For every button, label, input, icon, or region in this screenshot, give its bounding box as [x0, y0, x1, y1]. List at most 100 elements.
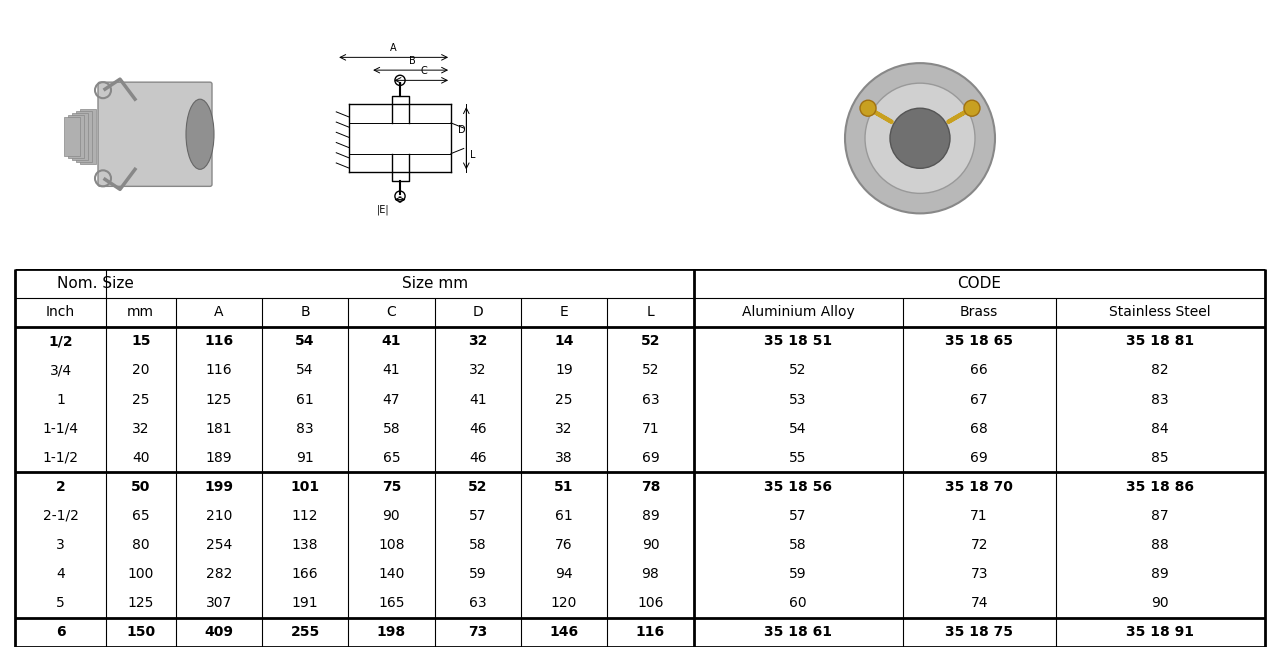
- Text: 61: 61: [556, 509, 573, 523]
- FancyArrowPatch shape: [948, 109, 969, 122]
- Text: Aluminium Alloy: Aluminium Alloy: [741, 305, 855, 319]
- Text: C: C: [387, 305, 397, 319]
- Text: 46: 46: [468, 422, 486, 435]
- Text: 73: 73: [468, 626, 488, 639]
- Text: 58: 58: [383, 422, 401, 435]
- Text: 282: 282: [206, 567, 232, 581]
- Text: 91: 91: [296, 451, 314, 465]
- Text: 53: 53: [790, 393, 806, 406]
- Text: 52: 52: [468, 480, 488, 494]
- Bar: [72, 113, 88, 160]
- Text: 254: 254: [206, 538, 232, 552]
- Text: 59: 59: [790, 567, 806, 581]
- Text: 189: 189: [205, 451, 232, 465]
- Text: 76: 76: [556, 538, 573, 552]
- Text: 199: 199: [205, 480, 233, 494]
- Text: 71: 71: [970, 509, 988, 523]
- Text: 90: 90: [1152, 597, 1169, 610]
- FancyBboxPatch shape: [99, 82, 212, 186]
- Text: 74: 74: [970, 597, 988, 610]
- Text: 101: 101: [291, 480, 320, 494]
- Text: 1-1/4: 1-1/4: [42, 422, 78, 435]
- Text: 35 18 56: 35 18 56: [764, 480, 832, 494]
- Bar: [68, 115, 84, 159]
- Text: 94: 94: [556, 567, 573, 581]
- Text: Brass: Brass: [960, 305, 998, 319]
- Text: 58: 58: [790, 538, 806, 552]
- Text: Inch: Inch: [46, 305, 76, 319]
- Text: 65: 65: [132, 509, 150, 523]
- Text: 41: 41: [383, 364, 401, 377]
- Bar: [76, 111, 92, 162]
- Text: 85: 85: [1152, 451, 1169, 465]
- Text: 69: 69: [641, 451, 659, 465]
- Text: 1-1/2: 1-1/2: [42, 451, 78, 465]
- Text: 210: 210: [206, 509, 232, 523]
- Text: 146: 146: [549, 626, 579, 639]
- Text: 71: 71: [641, 422, 659, 435]
- Text: 198: 198: [376, 626, 406, 639]
- FancyArrowPatch shape: [870, 109, 892, 122]
- Text: A: A: [214, 305, 224, 319]
- Text: 88: 88: [1151, 538, 1169, 552]
- Text: 138: 138: [292, 538, 319, 552]
- Text: 2-1/2: 2-1/2: [42, 509, 78, 523]
- Text: L: L: [470, 150, 475, 160]
- Circle shape: [890, 108, 950, 168]
- Text: 19: 19: [556, 364, 573, 377]
- Text: |E|: |E|: [376, 204, 389, 215]
- Text: 83: 83: [296, 422, 314, 435]
- Text: 41: 41: [468, 393, 486, 406]
- Text: 106: 106: [637, 597, 664, 610]
- Text: 307: 307: [206, 597, 232, 610]
- Text: 55: 55: [790, 451, 806, 465]
- Text: 25: 25: [556, 393, 573, 406]
- Text: 90: 90: [641, 538, 659, 552]
- Bar: [64, 117, 79, 157]
- Text: Nom. Size: Nom. Size: [58, 276, 134, 291]
- Text: 68: 68: [970, 422, 988, 435]
- Text: 20: 20: [132, 364, 150, 377]
- Ellipse shape: [186, 99, 214, 170]
- Text: 25: 25: [132, 393, 150, 406]
- Text: 57: 57: [790, 509, 806, 523]
- Text: 150: 150: [127, 626, 155, 639]
- Text: 87: 87: [1152, 509, 1169, 523]
- Text: 32: 32: [468, 334, 488, 348]
- Text: 90: 90: [383, 509, 401, 523]
- Text: 1: 1: [56, 393, 65, 406]
- Text: 32: 32: [132, 422, 150, 435]
- Text: 1/2: 1/2: [49, 334, 73, 348]
- Text: 41: 41: [381, 334, 401, 348]
- Text: 60: 60: [790, 597, 806, 610]
- Text: 54: 54: [296, 364, 314, 377]
- Text: 38: 38: [556, 451, 573, 465]
- Text: 35 18 51: 35 18 51: [764, 334, 832, 348]
- Text: 35 18 91: 35 18 91: [1126, 626, 1194, 639]
- Text: 166: 166: [292, 567, 319, 581]
- Text: 125: 125: [206, 393, 232, 406]
- Text: 66: 66: [970, 364, 988, 377]
- Text: 32: 32: [556, 422, 573, 435]
- Text: 191: 191: [292, 597, 319, 610]
- Text: 6: 6: [56, 626, 65, 639]
- Text: D: D: [458, 125, 466, 135]
- Text: B: B: [410, 56, 416, 66]
- Text: 120: 120: [550, 597, 577, 610]
- Text: 409: 409: [205, 626, 233, 639]
- Text: 255: 255: [291, 626, 320, 639]
- Text: 80: 80: [132, 538, 150, 552]
- Text: 52: 52: [790, 364, 806, 377]
- Text: 52: 52: [641, 334, 660, 348]
- Text: 47: 47: [383, 393, 401, 406]
- Text: 100: 100: [128, 567, 154, 581]
- Text: 51: 51: [554, 480, 573, 494]
- Text: 40: 40: [132, 451, 150, 465]
- Text: Size mm: Size mm: [402, 276, 467, 291]
- Text: 2: 2: [56, 480, 65, 494]
- Text: 35 18 70: 35 18 70: [945, 480, 1012, 494]
- Text: 61: 61: [296, 393, 314, 406]
- Circle shape: [964, 100, 980, 116]
- Circle shape: [860, 100, 876, 116]
- Text: 15: 15: [131, 334, 151, 348]
